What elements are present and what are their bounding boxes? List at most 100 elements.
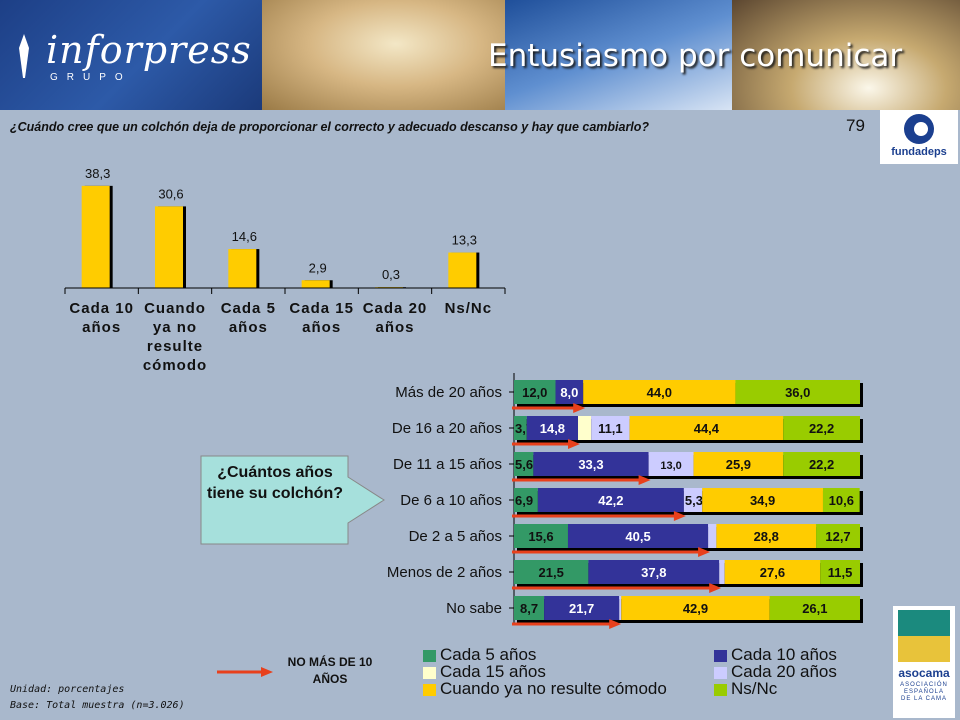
company-logo-sub: GRUPO	[50, 72, 132, 83]
share-arrow-head	[573, 403, 586, 413]
legend-label-cada-20: Cada 20 años	[731, 662, 837, 681]
segment-value-label: 21,5	[539, 565, 564, 580]
asocama-sub-line-3: DE LA CAMA	[900, 696, 947, 702]
stacked-segment	[820, 560, 860, 584]
page-number: 79	[846, 116, 865, 135]
category-label: resulte	[147, 338, 203, 355]
segment-value-label: 8,7	[520, 601, 538, 616]
row-label: De 2 a 5 años	[409, 528, 502, 545]
pen-icon	[19, 34, 29, 78]
segment-value-label: 10,6	[829, 493, 854, 508]
stacked-segment	[514, 416, 527, 440]
bar-value-label: 14,6	[232, 229, 257, 244]
company-logo: inforpress	[46, 28, 252, 72]
segment-value-label: 26,1	[802, 601, 827, 616]
category-label: Cada 20	[363, 300, 428, 317]
stacked-segment	[514, 596, 545, 620]
stacked-segment	[544, 596, 620, 620]
asocama-logo-text: asocama	[898, 666, 950, 680]
footer-base: Base: Total muestra (n=3.026)	[10, 700, 185, 711]
category-label: Cada 15	[289, 300, 354, 317]
legend-swatch-cada-10	[714, 650, 727, 662]
segment-value-label: 13,0	[660, 460, 681, 472]
segment-value-label: 27,6	[760, 565, 785, 580]
callout-text: ¿Cuántos años tiene su colchón?	[206, 464, 343, 502]
segment-value-label: 21,7	[569, 601, 594, 616]
share-arrow-head	[673, 511, 686, 521]
segment-value-label: 34,9	[750, 493, 775, 508]
row-label: De 6 a 10 años	[400, 492, 502, 509]
segment-value-label: 5,3	[685, 493, 703, 508]
segment-value-label: 14,8	[540, 421, 565, 436]
stacked-segment	[783, 452, 860, 476]
segment-value-label: 36,0	[785, 385, 810, 400]
category-label: Ns/Nc	[445, 300, 493, 317]
category-label: Cuando	[144, 300, 206, 317]
stacked-segment	[816, 524, 860, 548]
fundadeps-emblem-icon	[904, 114, 934, 144]
bar	[448, 252, 477, 288]
stacked-segment	[555, 380, 584, 404]
bar-value-label: 30,6	[158, 186, 183, 201]
stacked-segment	[578, 416, 592, 440]
segment-value-label: 12,0	[522, 385, 547, 400]
category-label: años	[229, 319, 268, 336]
legend-swatch-cada-5	[423, 650, 436, 662]
row-label: Menos de 2 años	[387, 564, 502, 581]
row-label: No sabe	[446, 600, 502, 617]
segment-value-label: 42,2	[598, 493, 623, 508]
legend-swatch-cada-15	[423, 667, 436, 679]
segment-value-label: 5,6	[515, 457, 533, 472]
share-arrow-head	[568, 439, 581, 449]
segment-value-label: 25,9	[726, 457, 751, 472]
stacked-segment	[591, 416, 630, 440]
stacked-segment	[702, 488, 823, 512]
stacked-segment	[567, 524, 709, 548]
asocama-logo-subtext: ASOCIACIÓN ESPAÑOLA DE LA CAMA	[893, 682, 955, 703]
bar-value-label: 2,9	[309, 260, 327, 275]
asocama-sub-line-1: ASOCIACIÓN	[900, 682, 948, 688]
segment-value-label: 12,7	[825, 529, 850, 544]
stacked-segment	[693, 452, 784, 476]
segment-value-label: 44,4	[694, 421, 720, 436]
stacked-segment	[708, 524, 717, 548]
row-label: De 11 a 15 años	[393, 456, 502, 473]
arrow-note: NO MÁS DE 10 AÑOS	[287, 655, 373, 686]
legend-label-cada-15: Cada 15 años	[440, 662, 546, 681]
stacked-segment	[537, 488, 684, 512]
stacked-segment	[719, 560, 725, 584]
segment-value-label: 40,5	[625, 529, 650, 544]
segment-value-label: 44,0	[647, 385, 672, 400]
segment-value-label: 22,2	[809, 457, 834, 472]
row-label: De 16 a 20 años	[392, 420, 502, 437]
category-label: años	[302, 319, 341, 336]
stacked-segment	[588, 560, 720, 584]
bar-value-label: 0,3	[382, 267, 400, 282]
legend-swatch-cada-20	[714, 667, 727, 679]
bar-value-label: 38,3	[85, 166, 110, 181]
share-arrow-head	[698, 547, 711, 557]
legend-label-cada-5: Cada 5 años	[440, 645, 537, 664]
share-arrow-head	[709, 583, 722, 593]
segment-value-label: 33,3	[578, 457, 603, 472]
stacked-segment	[526, 416, 579, 440]
category-label: cómodo	[143, 357, 207, 374]
asocama-emblem-icon	[898, 610, 950, 662]
stacked-segment	[514, 488, 538, 512]
bar-value-label: 13,3	[452, 233, 477, 248]
segment-value-label: 8,0	[560, 385, 578, 400]
stacked-segment	[621, 596, 770, 620]
callout-shape	[200, 455, 385, 545]
category-label: años	[82, 319, 121, 336]
footer-unit: Unidad: porcentajes	[10, 684, 125, 695]
banner-panel-plant	[505, 0, 732, 110]
segment-value-label: 28,8	[754, 529, 779, 544]
segment-value-label: 11,1	[598, 421, 623, 436]
stacked-segment	[629, 416, 784, 440]
category-label: años	[375, 319, 414, 336]
slogan-title: Entusiasmo por comunicar	[488, 38, 903, 74]
fundadeps-logo-text: fundadeps	[891, 146, 947, 158]
asocama-logo: asocama ASOCIACIÓN ESPAÑOLA DE LA CAMA	[893, 606, 955, 718]
banner-panel-sprout	[732, 0, 960, 110]
